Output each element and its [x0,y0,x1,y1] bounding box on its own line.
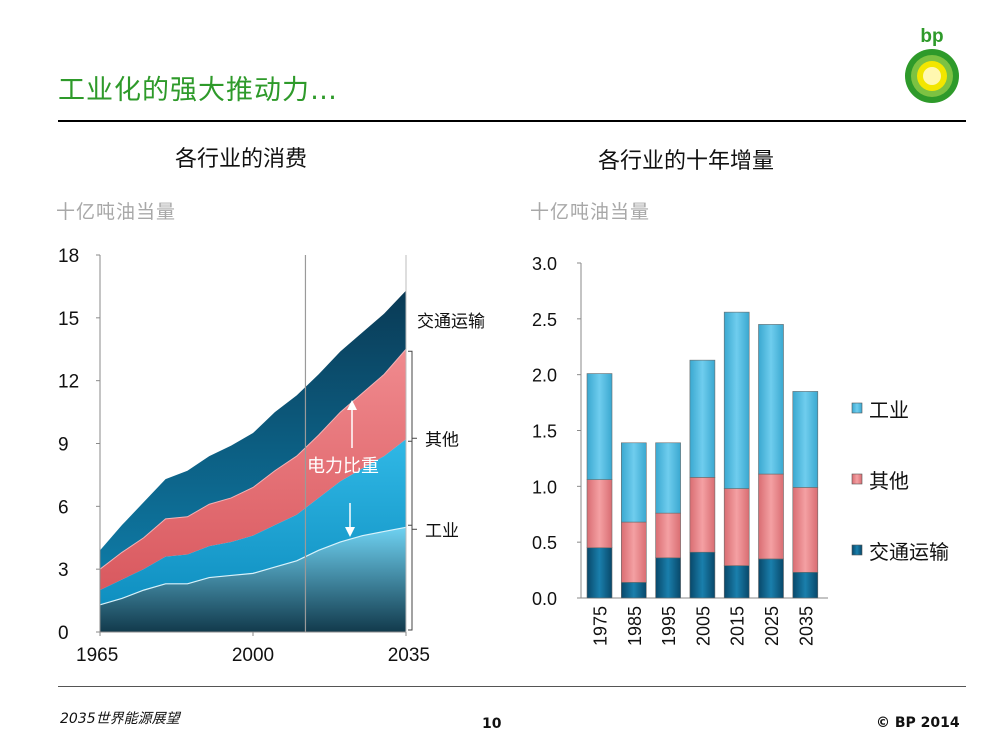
bar-segment-industry [655,442,681,514]
area-transport [100,290,406,570]
legend-label: 其他 [869,470,909,493]
bar-segment-industry [586,373,613,480]
chart2-x-tick-label: 2035 [796,606,816,646]
bar-segment-industry [758,324,784,475]
chart2-y-tick-label: 0.5 [532,533,557,553]
chart2-x-tick-label: 1995 [659,606,679,646]
bar-segment-other [758,473,784,560]
bar-segment-other [620,521,647,583]
header-rule [58,120,966,122]
bp-logo-icon: bp [905,26,959,103]
arrow-down-head-icon [345,527,355,537]
slide-title: 工业化的强大推动力… [58,75,338,106]
bar-segment-industry [689,359,716,478]
bracket-industry [408,440,413,631]
bar-segment-other [655,512,681,559]
copyright: © BP 2014 [876,715,960,731]
bar-segment-transport [689,551,716,599]
chart2-x-tick-label: 2005 [693,606,713,646]
annotation-power-share: 电力比重 [307,456,379,476]
legend-swatch [851,473,863,485]
chart2-x-tick-label: 2015 [728,606,748,646]
chart2-y-tick-label: 1.5 [532,422,557,442]
chart1-y-tick-label: 9 [58,435,69,456]
chart2-x-tick-label: 2025 [762,606,782,646]
chart1-y-tick-label: 18 [58,246,79,267]
chart1-x-tick-label: 2035 [388,645,430,666]
chart2-y-tick-label: 0.0 [532,589,557,609]
footer-report-title: 2035世界能源展望 [60,711,180,727]
area-power-share [100,439,406,605]
chart1-x-tick-label: 1965 [76,645,118,666]
legend-swatch [851,544,863,556]
chart1-y-tick-label: 0 [58,623,69,644]
chart1-y-tick-label: 6 [58,497,69,518]
page-number: 10 [482,716,502,732]
chart1-y-tick-label: 15 [58,309,79,330]
bar-segment-industry [792,391,819,488]
bar-segment-transport [655,557,681,599]
chart2-x-tick-label: 1985 [625,606,645,646]
logo-text: bp [920,26,943,47]
chart2-y-tick-label: 3.0 [532,254,557,274]
chart2-y-tick-label: 2.0 [532,366,557,386]
arrow-up-head-icon [347,400,357,410]
chart2-y-tick-label: 1.0 [532,477,557,497]
bar-segment-transport [586,547,613,599]
legend-label: 工业 [869,399,909,422]
bar-segment-transport [620,582,647,599]
bar-segment-transport [792,572,819,599]
bar-segment-other [723,488,750,566]
bar-segment-industry [620,442,647,523]
label-other: 其他 [425,430,459,449]
area-industry [100,527,406,632]
bar-segment-transport [723,565,750,599]
bar-segment-other [689,477,716,553]
bar-segment-other [586,479,613,549]
footer-rule [58,686,966,687]
legend-label: 交通运输 [869,541,949,564]
bar-segment-industry [723,311,750,489]
chart1-title: 各行业的消费 [175,147,308,172]
chart2-title: 各行业的十年增量 [598,149,775,174]
chart2-x-tick-label: 1975 [591,606,611,646]
chart1-unit-label: 十亿吨油当量 [56,201,177,223]
chart1-y-tick-label: 12 [58,372,79,393]
bar-segment-transport [758,558,784,599]
label-transport: 交通运输 [417,312,485,331]
other-top-line [99,348,407,570]
chart2-unit-label: 十亿吨油当量 [530,201,651,223]
industry-top-line [99,526,407,606]
chart1-y-tick-label: 3 [58,560,69,581]
label-industry: 工业 [425,521,459,540]
chart1-x-tick-label: 2000 [232,645,274,666]
area-other [100,349,406,591]
bar-segment-other [792,487,819,573]
legend-swatch [851,402,863,414]
chart2-y-tick-label: 2.5 [532,310,557,330]
